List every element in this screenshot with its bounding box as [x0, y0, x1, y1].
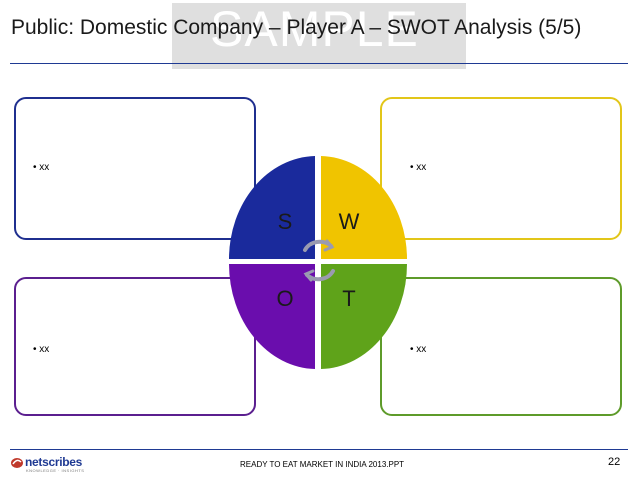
opportunities-bullet: • xx — [33, 344, 50, 355]
weaknesses-bullet: • xx — [410, 162, 427, 173]
logo-text: netscribes — [25, 455, 83, 469]
title-bar: SAMPLE Public: Domestic Company – Player… — [0, 0, 638, 69]
netscribes-logo-icon — [11, 458, 23, 468]
strengths-bullet: • xx — [33, 162, 50, 173]
threats-box — [380, 277, 622, 416]
strengths-letter: S — [278, 209, 293, 234]
page-number: 22 — [608, 456, 621, 468]
footer-source: READY TO EAT MARKET IN INDIA 2013.PPT — [240, 460, 405, 469]
opportunities-quadrant — [229, 264, 315, 369]
title-divider — [10, 63, 628, 64]
threats-bullet: • xx — [410, 344, 427, 355]
weaknesses-box — [380, 97, 622, 240]
threats-quadrant — [321, 264, 407, 369]
netscribes-logo: netscribes KNOWLEDGE · INSIGHTS — [10, 454, 90, 473]
opportunities-box — [14, 277, 256, 416]
cycle-arrows-icon — [303, 239, 335, 282]
swot-diagram: S W O T — [229, 156, 407, 369]
strengths-box — [14, 97, 256, 240]
opportunities-letter: O — [276, 286, 293, 311]
weaknesses-quadrant — [321, 156, 407, 259]
watermark-text: SAMPLE — [210, 1, 419, 57]
watermark-box — [172, 3, 466, 69]
strengths-quadrant — [229, 156, 315, 259]
weaknesses-letter: W — [339, 209, 360, 234]
logo-tagline: KNOWLEDGE · INSIGHTS — [26, 468, 85, 473]
footer-divider — [10, 449, 628, 450]
threats-letter: T — [342, 286, 355, 311]
page-title: Public: Domestic Company – Player A – SW… — [11, 16, 582, 39]
